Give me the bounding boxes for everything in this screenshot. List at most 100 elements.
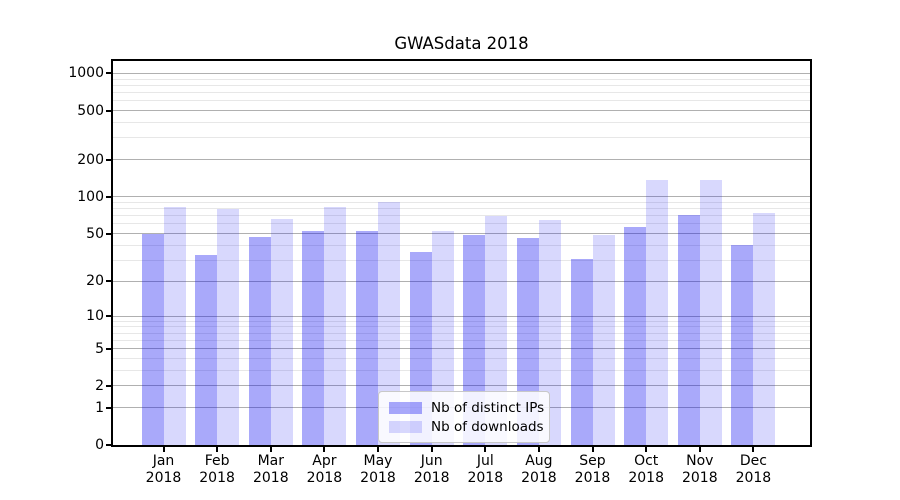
- gridline-minor-30: [113, 259, 810, 261]
- gridline-major-5: [113, 348, 810, 350]
- x-tick-mark: [216, 447, 219, 452]
- bar: [646, 179, 669, 445]
- gridline-minor-700: [113, 92, 810, 93]
- bar: [624, 226, 647, 445]
- y-tick-mark: [106, 280, 111, 283]
- y-tick-mark: [106, 195, 111, 198]
- legend-label: Nb of distinct IPs: [431, 399, 545, 416]
- bar: [270, 218, 293, 445]
- bar: [731, 245, 754, 445]
- gridline-major-2: [113, 385, 810, 387]
- bar: [592, 234, 615, 445]
- legend-row: Nb of downloads: [389, 417, 544, 436]
- y-tick-label: 200: [77, 151, 104, 168]
- gridline-minor-40: [113, 244, 810, 246]
- x-tick-mark: [377, 447, 379, 452]
- bar: [248, 236, 271, 445]
- bar: [302, 231, 325, 445]
- y-tick-mark: [106, 444, 111, 446]
- x-tick-label: Sep 2018: [574, 453, 611, 486]
- gridline-major-10: [113, 315, 810, 317]
- gridline-major-20: [113, 280, 810, 282]
- y-tick-label: 50: [86, 225, 104, 242]
- x-tick-label: May 2018: [360, 453, 396, 486]
- bar: [677, 214, 700, 445]
- x-tick-label: Jun 2018: [413, 453, 450, 486]
- gridline-minor-3: [113, 369, 810, 371]
- bar: [195, 255, 218, 445]
- x-tick-mark: [698, 447, 701, 452]
- x-tick-label: Mar 2018: [252, 453, 289, 486]
- x-tick-label: Aug 2018: [521, 453, 557, 486]
- x-tick-label: Dec 2018: [735, 453, 772, 486]
- bar: [141, 233, 164, 445]
- y-tick-label: 500: [77, 102, 104, 119]
- y-tick-label: 5: [95, 340, 104, 357]
- y-tick-mark: [106, 315, 111, 317]
- gridline-minor-600: [113, 100, 810, 102]
- y-tick-mark: [106, 347, 111, 350]
- legend: Nb of distinct IPs Nb of downloads: [378, 391, 550, 443]
- y-tick-label: 20: [86, 273, 104, 290]
- bar: [378, 202, 400, 445]
- y-tick-label: 100: [77, 188, 104, 205]
- gridline-minor-80: [113, 208, 810, 210]
- gridline-minor-300: [113, 137, 810, 139]
- x-tick-label: Apr 2018: [306, 453, 343, 486]
- gridline-major-1000: [113, 72, 810, 74]
- gridline-major-500: [113, 110, 810, 111]
- y-tick-mark: [106, 158, 111, 161]
- bar: [699, 179, 722, 445]
- x-tick-label: Feb 2018: [199, 453, 235, 486]
- x-tick-label: Jul 2018: [467, 453, 504, 486]
- gridline-minor-8: [113, 326, 810, 328]
- x-tick-label: Oct 2018: [628, 453, 664, 486]
- y-tick-label: 2: [95, 377, 104, 394]
- bar: [324, 206, 347, 445]
- gridline-minor-400: [113, 122, 810, 123]
- y-tick-label: 1000: [68, 65, 104, 82]
- gridline-minor-900: [113, 78, 810, 80]
- x-tick-mark: [323, 447, 326, 452]
- gridline-minor-60: [113, 223, 810, 225]
- y-tick-label: 1: [95, 399, 104, 416]
- gridline-major-200: [113, 159, 810, 161]
- y-tick-mark: [106, 109, 111, 112]
- legend-swatch: [389, 401, 422, 414]
- y-tick-mark: [106, 72, 111, 75]
- x-tick-label: Nov 2018: [681, 453, 718, 486]
- x-tick-mark: [269, 447, 272, 452]
- bar: [753, 212, 776, 445]
- bar: [538, 219, 561, 445]
- gridline-minor-6: [113, 339, 810, 341]
- plot-area: Nb of distinct IPs Nb of downloads: [111, 59, 812, 447]
- gridline-major-100: [113, 196, 810, 198]
- x-tick-mark: [645, 447, 648, 452]
- x-tick-mark: [752, 447, 755, 452]
- y-tick-mark: [106, 232, 111, 235]
- bar: [163, 206, 186, 445]
- gridline-minor-4: [113, 357, 810, 359]
- x-tick-mark: [430, 447, 433, 452]
- bar: [570, 258, 593, 445]
- x-tick-mark: [484, 447, 487, 452]
- x-tick-mark: [162, 447, 165, 452]
- bar: [217, 208, 240, 445]
- gridline-minor-9: [113, 320, 810, 322]
- gridline-major-50: [113, 233, 810, 234]
- gridline-minor-800: [113, 84, 810, 86]
- gridline-minor-90: [113, 201, 810, 203]
- legend-label: Nb of downloads: [431, 418, 544, 435]
- legend-swatch: [389, 420, 422, 433]
- bar: [485, 215, 508, 445]
- legend-row: Nb of distinct IPs: [389, 398, 545, 417]
- chart-title: GWASdata 2018: [394, 34, 529, 53]
- x-tick-label: Jan 2018: [145, 453, 182, 486]
- x-tick-mark: [591, 447, 594, 452]
- y-tick-label: 10: [86, 308, 104, 324]
- y-tick-mark: [106, 406, 111, 409]
- gridline-minor-70: [113, 215, 810, 217]
- y-tick-label: 0: [95, 437, 104, 453]
- bar: [356, 231, 378, 445]
